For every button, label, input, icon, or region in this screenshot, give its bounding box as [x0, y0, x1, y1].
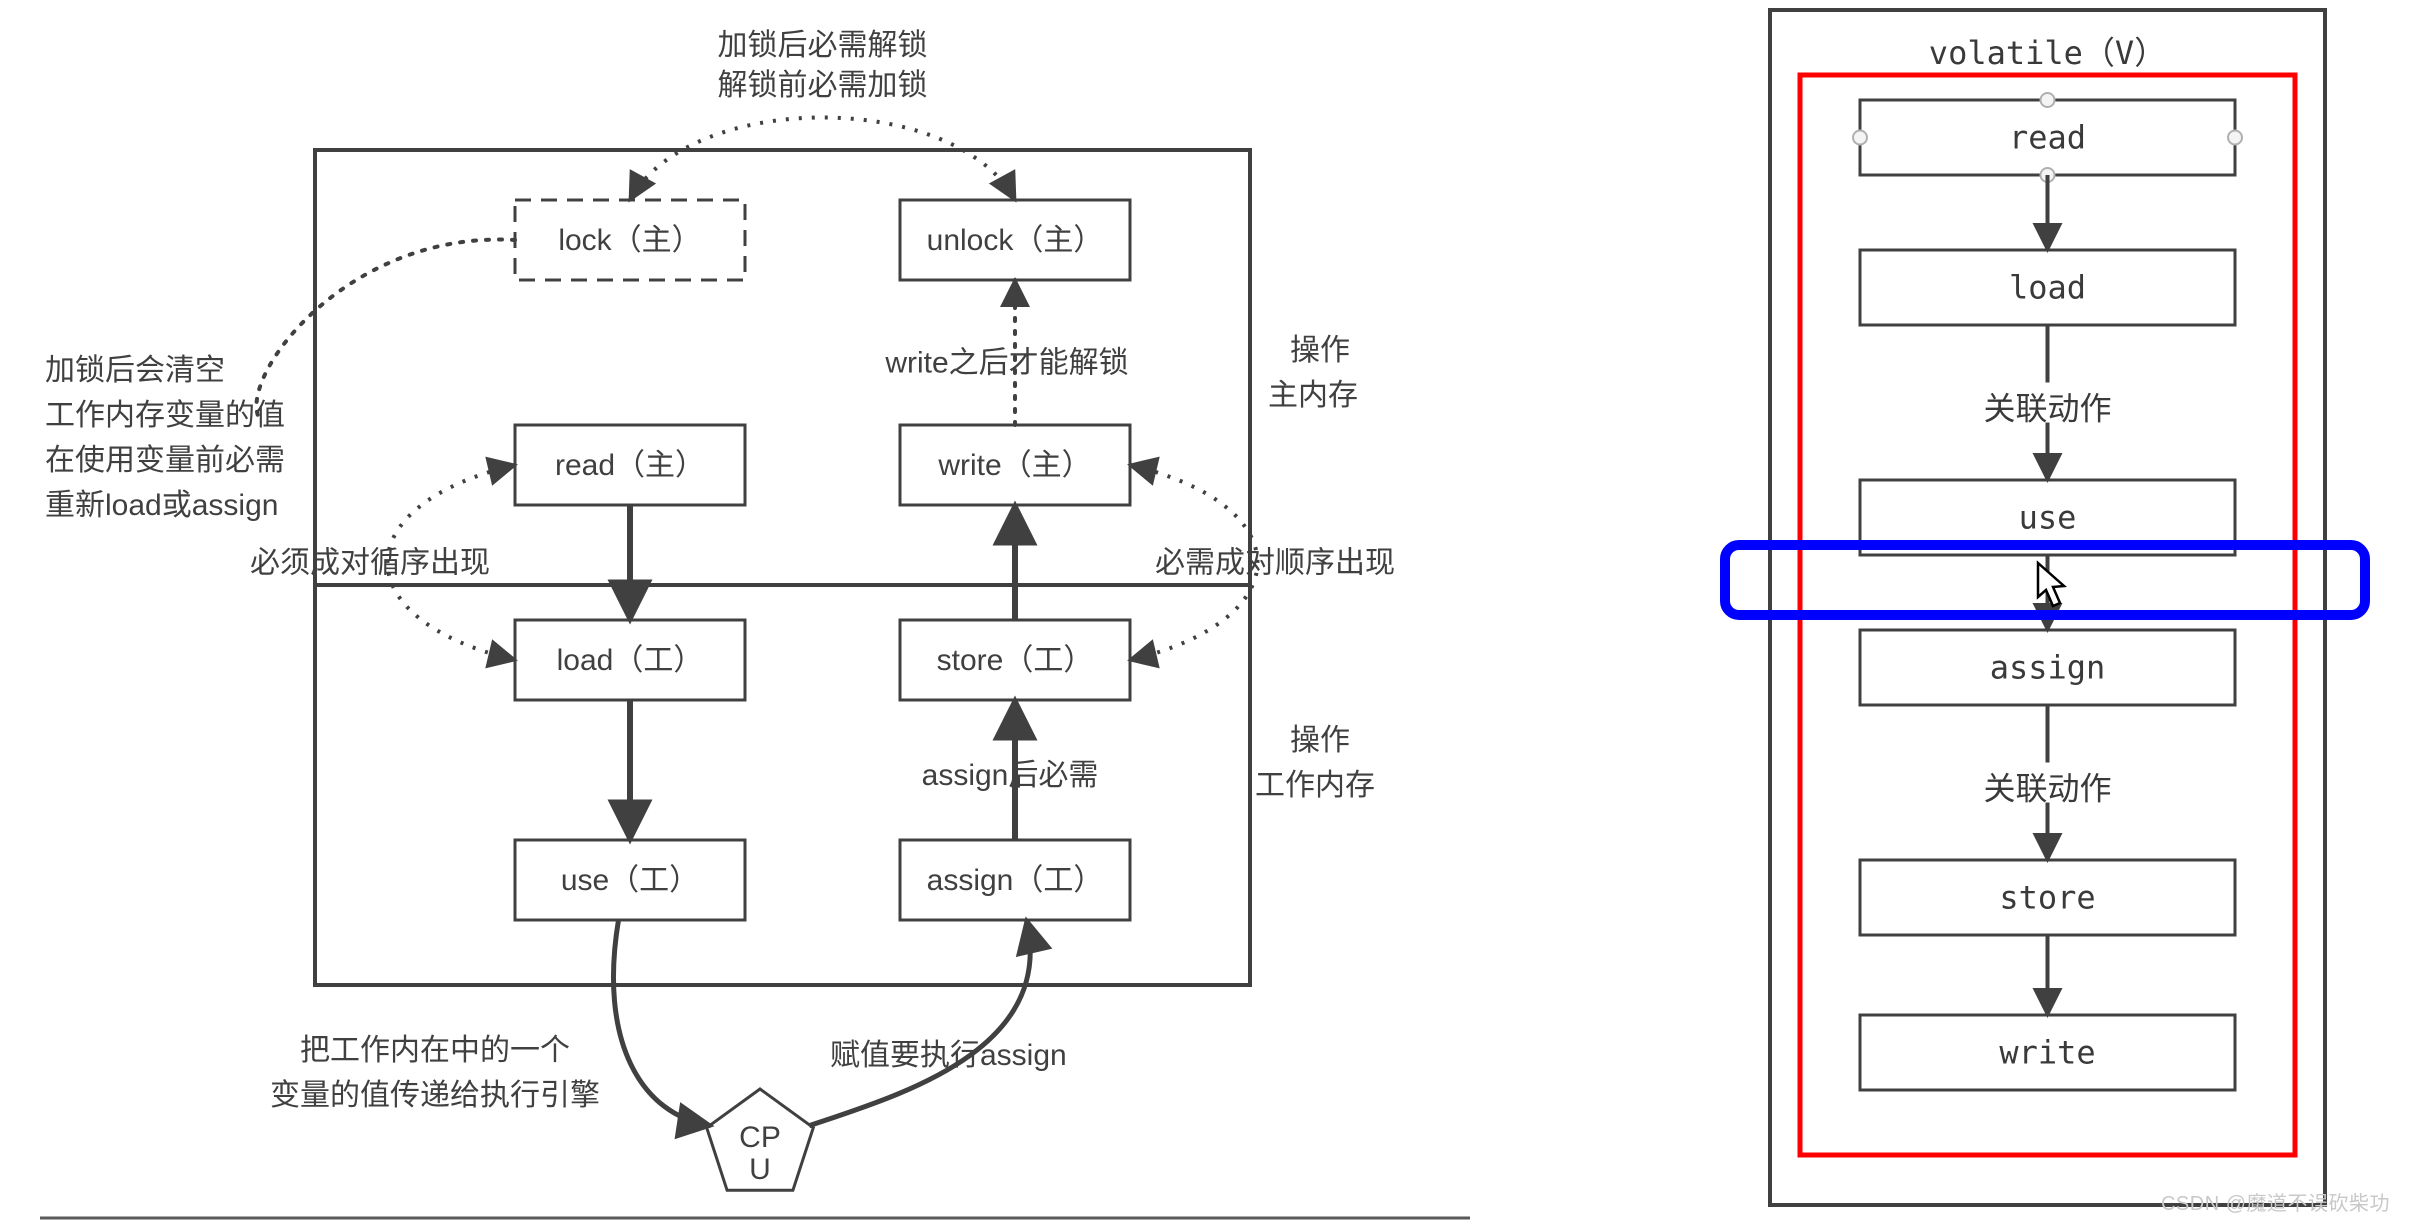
node-lock-label: lock（主） [558, 224, 701, 257]
arrow-use-cpu [613, 920, 710, 1126]
annot-lb3: 在使用变量前必需 [45, 444, 285, 477]
right-diagram: volatile（V） read load use assign store write 关联… [1725, 10, 2365, 1205]
volatile-title: volatile（V） [1929, 34, 2166, 72]
cpu-label1: CP [739, 1121, 781, 1154]
node-use: use（工） [515, 840, 745, 920]
v-node-read: read [1853, 93, 2242, 182]
node-write-label: write（主） [937, 449, 1091, 482]
annot-cpu-l2: 变量的值传递给执行引擎 [270, 1079, 600, 1112]
annot-cpu-r: 赋值要执行assign [830, 1039, 1067, 1072]
annot-lb1: 加锁后会清空 [45, 354, 225, 387]
handle-2 [2041, 93, 2055, 107]
v-node-load-label: load [2009, 269, 2086, 307]
node-write: write（主） [900, 425, 1130, 505]
annot-lb4: 重新load或assign [45, 489, 278, 522]
watermark-text: CSDN @魔道不误砍柴功 [2161, 1187, 2390, 1216]
v-node-write-label: write [1999, 1034, 2095, 1072]
node-read: read（主） [515, 425, 745, 505]
cpu-label2: U [749, 1153, 771, 1186]
v-node-read-label: read [2009, 119, 2086, 157]
v-node-store-label: store [1999, 879, 2095, 917]
handle-1 [2228, 131, 2242, 145]
arrow-cpu-assign [809, 920, 1030, 1126]
annot-lb2: 工作内存变量的值 [45, 399, 285, 432]
handle-0 [1853, 131, 1867, 145]
node-lock: lock（主） [515, 200, 745, 280]
cursor-icon [2038, 563, 2064, 606]
annot-pair-left: 必须成对循序出现 [250, 547, 490, 580]
annot-after-assign: assign后必需 [922, 759, 1099, 792]
annot-workmem2: 工作内存 [1255, 769, 1375, 802]
v-node-write: write [1860, 1015, 2235, 1090]
diagram-canvas: lock（主） unlock（主） read（主） write（主） load（工） st… [0, 0, 2420, 1230]
v-node-store: store [1860, 860, 2235, 935]
node-unlock: unlock（主） [900, 200, 1130, 280]
annot-mainmem1: 操作 [1290, 334, 1350, 367]
v-node-use-label: use [2019, 499, 2077, 537]
node-load-label: load（工） [557, 644, 704, 677]
node-read-label: read（主） [555, 449, 705, 482]
v-node-assign-label: assign [1990, 649, 2106, 687]
annot-after-write: write之后才能解锁 [884, 347, 1128, 380]
node-store: store（工） [900, 620, 1130, 700]
annot-workmem1: 操作 [1290, 724, 1350, 757]
node-unlock-label: unlock（主） [927, 224, 1104, 257]
node-store-label: store（工） [937, 644, 1094, 677]
node-assign: assign（工） [900, 840, 1130, 920]
v-node-load: load [1860, 250, 2235, 325]
node-assign-label: assign（工） [927, 864, 1104, 897]
annot-mainmem2: 主内存 [1268, 379, 1358, 412]
annot-cpu-l1: 把工作内在中的一个 [300, 1034, 570, 1067]
v-link-label-3: 关联动作 [1983, 770, 2111, 808]
node-load: load（工） [515, 620, 745, 700]
node-use-label: use（工） [561, 864, 699, 897]
annot-top1: 加锁后必需解锁 [718, 29, 928, 62]
lock-unlock-arc [630, 118, 1015, 201]
annot-top2: 解锁前必需加锁 [718, 69, 928, 102]
left-diagram: lock（主） unlock（主） read（主） write（主） load（工） st… [40, 29, 1470, 1218]
annot-pair-right: 必需成对顺序出现 [1155, 547, 1395, 580]
v-link-label-1: 关联动作 [1983, 390, 2111, 428]
lock-note-curve [256, 240, 515, 420]
v-node-assign: assign [1860, 630, 2235, 705]
